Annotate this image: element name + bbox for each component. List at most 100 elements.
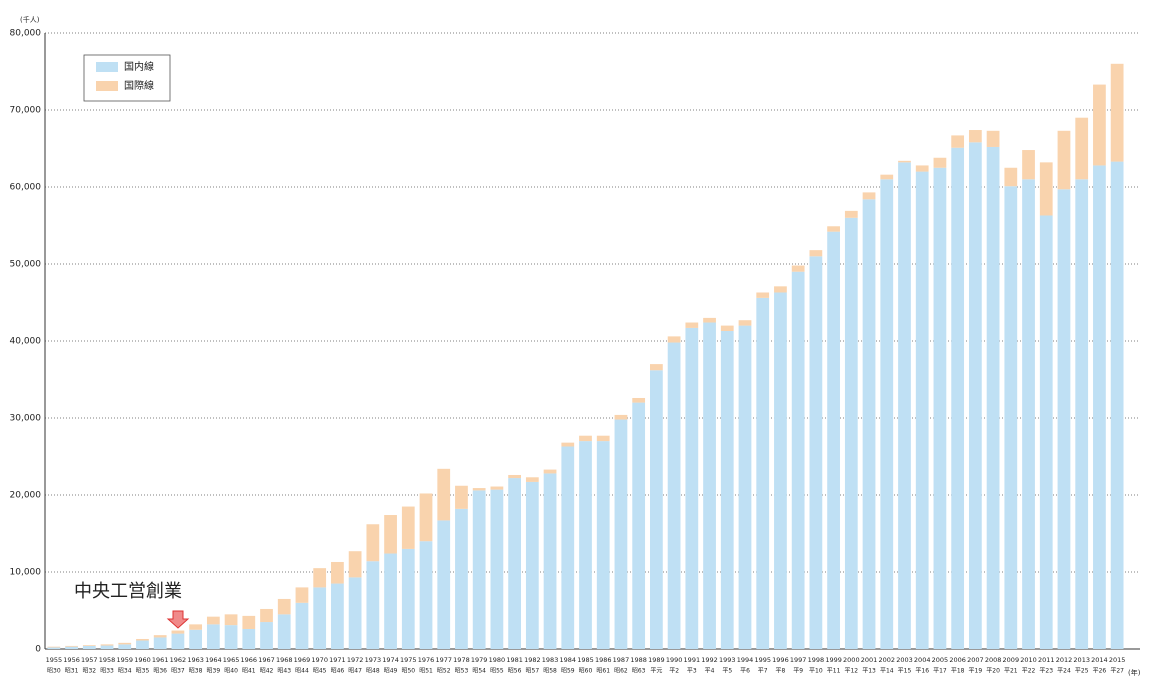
bar-segment [650,364,663,371]
bar-segment [986,146,1000,649]
bar-segment [136,640,149,649]
bar-segment [933,157,947,168]
bar-segment [915,165,929,172]
x-tick-label: 2010 [1020,656,1037,664]
bar-segment [791,265,805,272]
x-era-label: 昭53 [455,668,469,675]
bar-segment [685,322,699,328]
bar-segment [862,192,876,200]
bar-segment [1057,130,1071,190]
x-tick-label: 1964 [205,656,222,664]
bar-segment [242,628,256,649]
x-tick-label: 2013 [1073,656,1090,664]
x-era-label: 昭56 [508,668,522,675]
bar-segment [1110,161,1124,649]
bar-segment [827,231,840,649]
y-tick-label: 40,000 [10,337,42,347]
bar-segment [455,508,468,649]
bar-segment [437,520,451,649]
bar-segment [348,577,362,649]
x-era-label: 平14 [880,668,894,675]
x-tick-label: 1989 [648,656,665,664]
x-tick-label: 2004 [914,656,931,664]
bar-segment [206,616,220,625]
y-tick-label: 10,000 [10,568,42,578]
bar-segment [224,625,238,649]
x-tick-label: 1968 [276,656,293,664]
bar-segment [384,515,397,554]
bar-segment [596,441,610,649]
bar-segment [525,481,539,649]
bar-segment [703,322,716,649]
bar-segment [1075,117,1089,180]
x-era-label: 昭48 [366,668,380,675]
x-tick-label: 1981 [506,656,523,664]
bar-segment [331,583,344,649]
bar-segment [366,561,380,649]
x-tick-label: 1980 [489,656,506,664]
x-era-label: 昭63 [632,668,646,675]
x-tick-label: 1996 [772,656,789,664]
bar-segment [47,646,61,648]
bar-segment [65,646,78,649]
bar-segment [738,325,752,649]
x-era-label: 平7 [758,668,768,675]
bar-segment [809,256,823,649]
x-era-label: 昭40 [224,668,238,675]
bar-segment [277,598,291,615]
bar-segment [206,624,220,649]
bar-segment [720,330,734,649]
bar-segment [437,468,451,521]
legend-label: 国際線 [124,79,154,92]
bar-segment [401,548,415,649]
x-era-label: 平18 [951,668,965,675]
bar-segment [313,587,327,649]
bar-segment [667,336,681,343]
bar-segment [490,486,504,490]
x-tick-label: 1986 [595,656,612,664]
bar-segment [525,477,539,482]
x-tick-label: 2007 [967,656,984,664]
x-era-label: 平10 [809,668,823,675]
bar-segment [419,493,433,542]
bar-segment [951,135,965,148]
x-era-label: 平元 [650,668,662,675]
bar-segment [791,271,805,649]
bar-segment [455,485,468,509]
x-era-label: 平26 [1093,668,1107,675]
x-era-label: 昭44 [295,668,309,675]
bar-segment [1093,165,1106,649]
bar-segment [171,633,185,649]
x-era-label: 昭31 [65,668,79,675]
bar-segment [153,635,167,638]
bar-segment [915,171,929,649]
bar-segment [632,397,646,403]
bar-segment [650,370,663,649]
x-tick-label: 2014 [1091,656,1108,664]
bar-segment [384,553,397,649]
x-era-label: 昭33 [100,668,114,675]
x-era-label: 昭39 [207,668,221,675]
annotation-arrow [166,610,190,629]
x-era-label: 昭58 [543,668,557,675]
bar-segment [898,162,911,650]
bar-segment [419,541,433,649]
x-era-label: 平2 [669,668,679,675]
bar-segment [508,474,521,479]
bar-segment [82,645,96,649]
x-tick-label: 2012 [1056,656,1073,664]
bar-segment [561,442,575,447]
x-tick-label: 1988 [630,656,647,664]
x-era-label: 昭52 [437,668,451,675]
x-tick-label: 1960 [134,656,151,664]
x-tick-label: 1994 [737,656,754,664]
annotation: 中央工営創業 [74,581,182,602]
x-era-label: 平25 [1075,668,1089,675]
x-era-label: 平21 [1004,668,1018,675]
bar-segment [366,524,380,562]
x-era-label: 昭55 [490,668,504,675]
bar-segment [667,342,681,649]
x-tick-label: 1995 [754,656,771,664]
x-tick-label: 1963 [187,656,204,664]
bar-segment [543,469,557,474]
